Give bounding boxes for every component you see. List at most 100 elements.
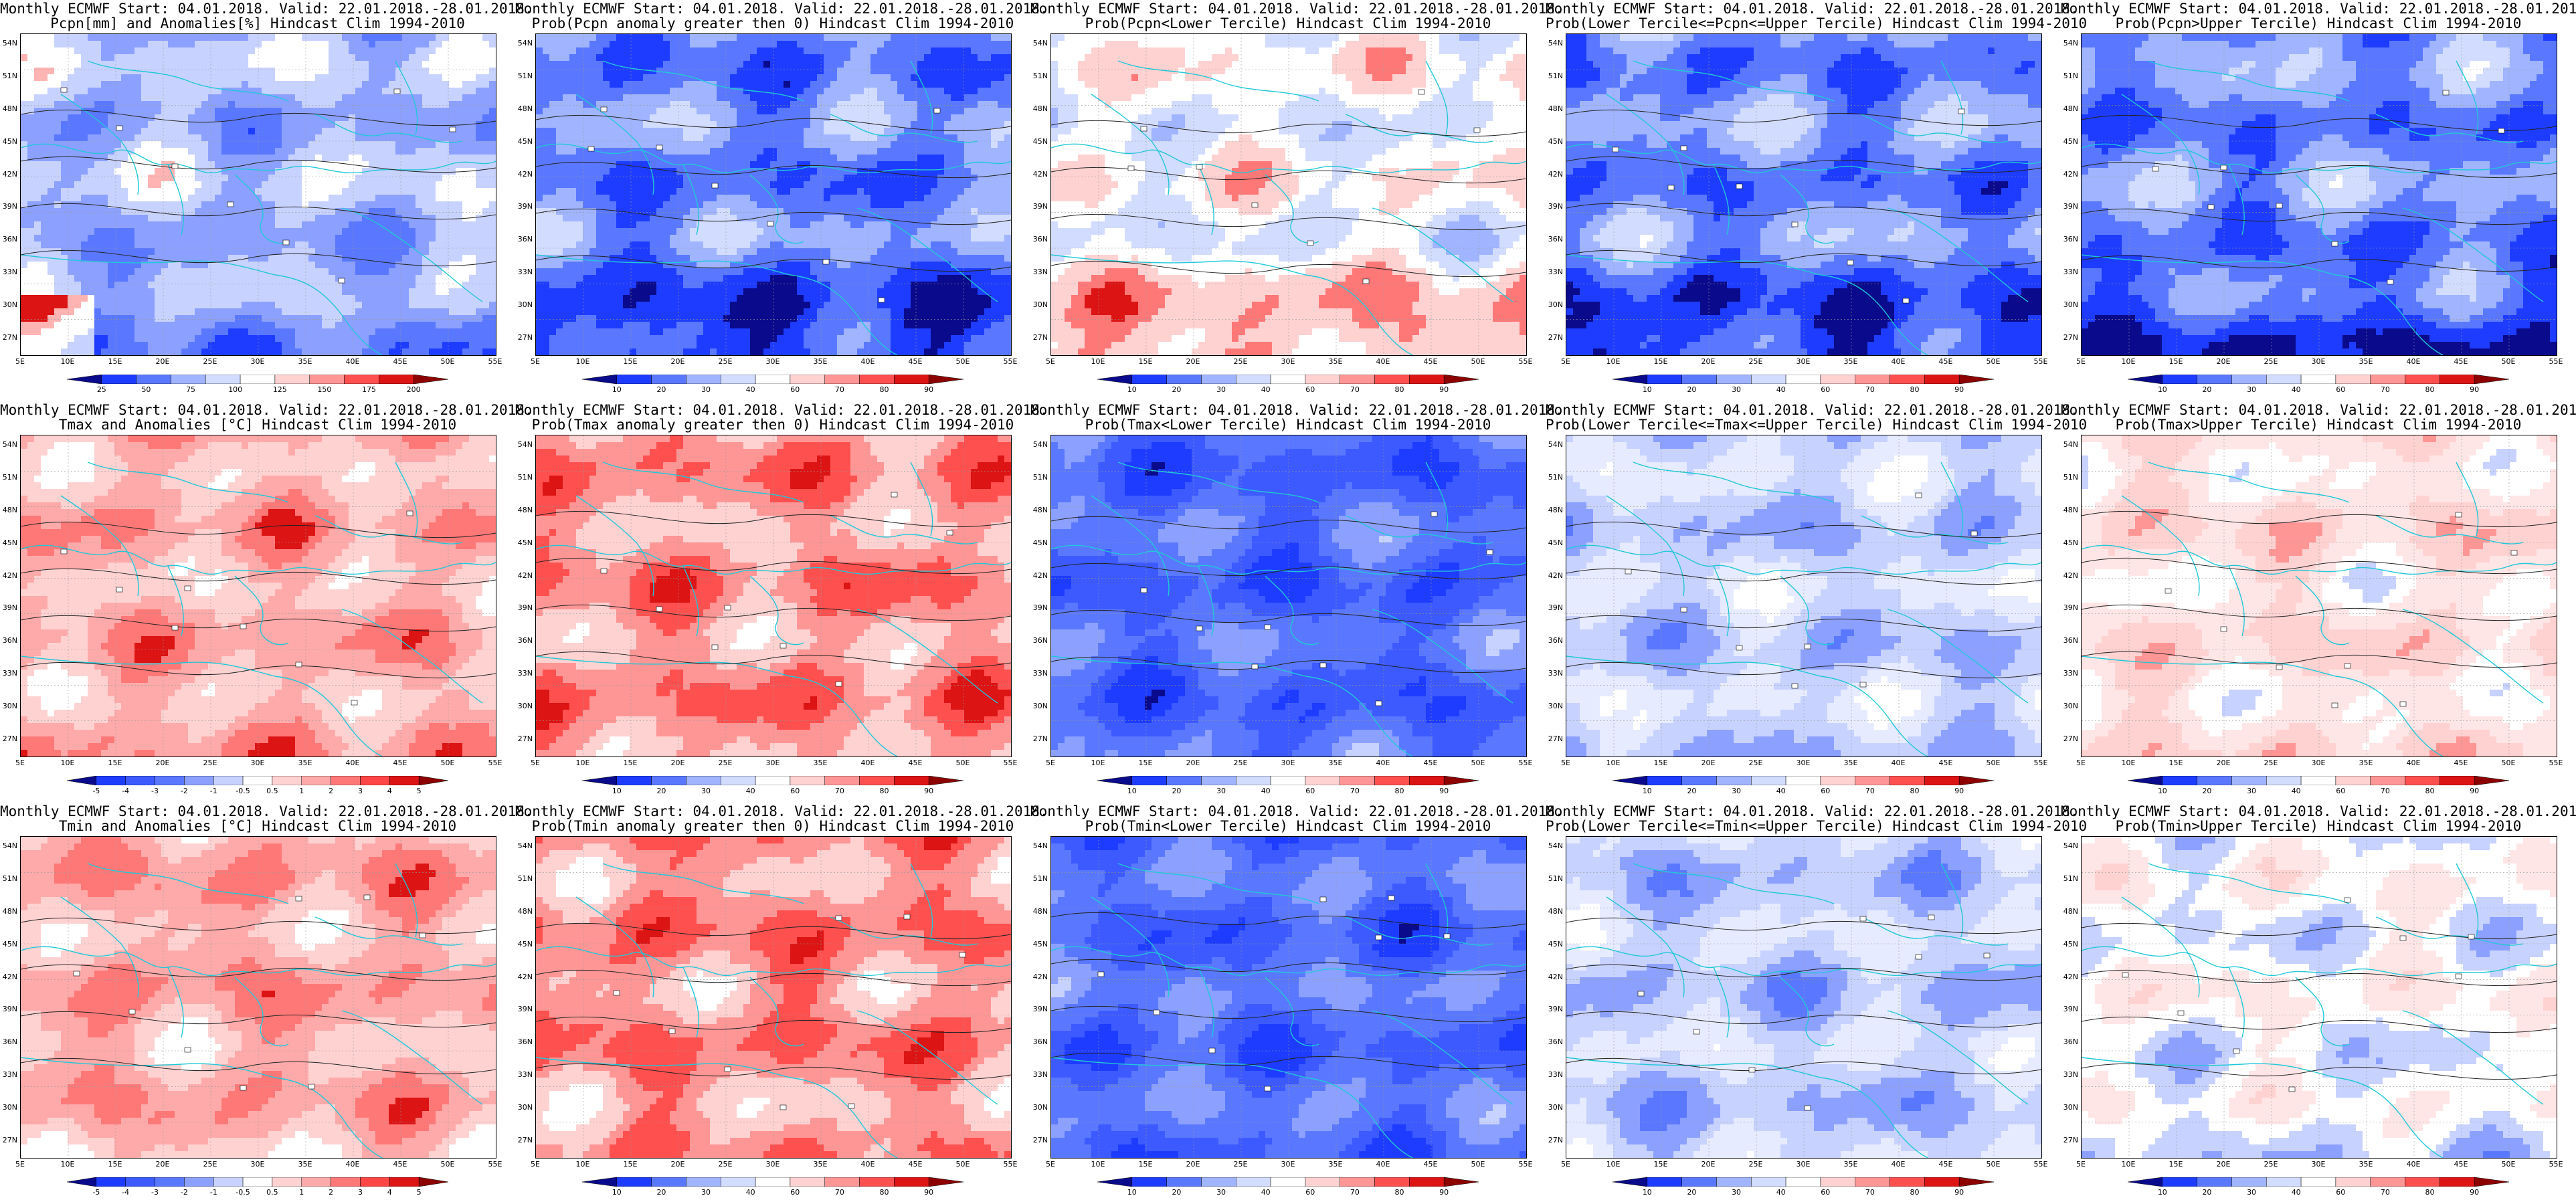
lat-tick-label: 33N: [1030, 1070, 1048, 1079]
forecast-panel: Monthly ECMWF Start: 04.01.2018. Valid: …: [1030, 803, 1564, 1204]
colorbar-tick-label: 80: [880, 787, 889, 795]
panel-title: Monthly ECMWF Start: 04.01.2018. Valid: …: [515, 1, 1048, 16]
colorbar-tick-label: 40: [1261, 385, 1271, 394]
lon-tick-label: 30E: [1281, 759, 1295, 767]
lon-tick-label: 20E: [671, 1160, 685, 1169]
lon-tick-label: 10E: [1091, 1160, 1105, 1169]
lon-tick-label: 30E: [251, 1160, 265, 1169]
lat-tick-label: 45N: [2061, 940, 2078, 948]
lon-tick-label: 10E: [576, 759, 590, 767]
lat-tick-label: 54N: [2061, 39, 2078, 47]
lat-tick-label: 45N: [1030, 137, 1048, 146]
forecast-panel: Monthly ECMWF Start: 04.01.2018. Valid: …: [2061, 0, 2576, 401]
lon-tick-label: 10E: [576, 357, 590, 366]
lat-tick-label: 42N: [1030, 170, 1048, 179]
colorbar-tick-label: 20: [1172, 1188, 1181, 1197]
colorbar-tick-label: 10: [2158, 787, 2167, 795]
forecast-panel: Monthly ECMWF Start: 04.01.2018. Valid: …: [1030, 401, 1564, 803]
lat-tick-label: 39N: [515, 1005, 533, 1013]
lat-tick-label: 42N: [1030, 973, 1048, 981]
lat-tick-label: 27N: [0, 1136, 17, 1144]
colorbar-tick-label: 60: [1821, 385, 1830, 394]
forecast-panel: Monthly ECMWF Start: 04.01.2018. Valid: …: [1030, 0, 1564, 401]
lat-tick-label: 54N: [1546, 841, 1563, 850]
panel-title: Monthly ECMWF Start: 04.01.2018. Valid: …: [1030, 403, 1564, 417]
lon-tick-label: 30E: [1797, 759, 1811, 767]
lon-tick-label: 50E: [956, 759, 970, 767]
colorbar-tick-label: 10: [1127, 787, 1137, 795]
colorbar-tick-label: 20: [1687, 385, 1696, 394]
lon-tick-label: 55E: [2549, 1160, 2563, 1169]
panel-subtitle: Tmax and Anomalies [°C] Hindcast Clim 19…: [0, 417, 515, 432]
colorbar-tick-label: -1: [210, 1188, 217, 1197]
panel-title: Monthly ECMWF Start: 04.01.2018. Valid: …: [0, 804, 533, 819]
forecast-map: [1566, 836, 2042, 1159]
lat-tick-label: 42N: [515, 170, 533, 179]
lon-tick-label: 55E: [1004, 759, 1018, 767]
lon-tick-label: 15E: [1139, 357, 1153, 366]
colorbar-tick-label: 20: [2202, 1188, 2211, 1197]
lat-tick-label: 27N: [2061, 1136, 2078, 1144]
lon-tick-label: 45E: [1424, 1160, 1438, 1169]
colorbar-tick-label: 90: [2470, 787, 2479, 795]
lat-tick-label: 51N: [1546, 473, 1563, 482]
colorbar-tick-label: 175: [362, 385, 376, 394]
lon-tick-label: 20E: [1701, 759, 1716, 767]
colorbar-tick-label: 30: [701, 385, 711, 394]
panel-title: Monthly ECMWF Start: 04.01.2018. Valid: …: [1546, 403, 2079, 417]
lat-tick-label: 30N: [515, 300, 533, 309]
colorbar-tick-label: 30: [1216, 787, 1226, 795]
colorbar-tick-label: 90: [924, 1188, 933, 1197]
lon-tick-label: 45E: [2454, 759, 2468, 767]
colorbar-tick-label: 80: [2425, 1188, 2435, 1197]
lon-tick-label: 30E: [766, 357, 780, 366]
lat-tick-label: 45N: [515, 940, 533, 948]
forecast-map: [1566, 33, 2042, 356]
lat-tick-label: 51N: [515, 473, 533, 482]
colorbar-tick-label: 75: [186, 385, 195, 394]
lat-tick-label: 30N: [1030, 1103, 1048, 1112]
lon-tick-label: 45E: [1424, 759, 1438, 767]
lat-tick-label: 27N: [2061, 333, 2078, 342]
lat-tick-label: 45N: [2061, 137, 2078, 146]
colorbar-tick-label: 2: [329, 1188, 333, 1197]
panel-title: Monthly ECMWF Start: 04.01.2018. Valid: …: [2061, 403, 2576, 417]
lon-tick-label: 5E: [15, 357, 25, 366]
colorbar: [582, 1177, 963, 1187]
lat-tick-label: 36N: [515, 235, 533, 243]
colorbar-tick-label: 70: [1865, 787, 1875, 795]
colorbar-tick-label: 40: [2292, 787, 2301, 795]
lon-tick-label: 30E: [251, 759, 265, 767]
colorbar-tick-label: 30: [1732, 385, 1741, 394]
colorbar-tick-label: 25: [97, 385, 106, 394]
colorbar-tick-label: 70: [1865, 385, 1875, 394]
colorbar-tick-label: 60: [2336, 385, 2345, 394]
lat-tick-label: 39N: [1030, 1005, 1048, 1013]
lon-tick-label: 50E: [956, 357, 970, 366]
colorbar-tick-label: 1: [299, 1188, 304, 1197]
lat-tick-label: 54N: [1030, 440, 1048, 449]
lon-tick-label: 5E: [1046, 357, 1055, 366]
lat-tick-label: 48N: [1030, 907, 1048, 916]
lat-tick-label: 33N: [1546, 669, 1563, 678]
forecast-panel: Monthly ECMWF Start: 04.01.2018. Valid: …: [515, 803, 1048, 1204]
lon-tick-label: 15E: [108, 1160, 122, 1169]
lon-tick-label: 25E: [719, 759, 733, 767]
lon-tick-label: 55E: [488, 759, 502, 767]
panel-subtitle: Prob(Tmax anomaly greater then 0) Hindca…: [515, 417, 1030, 432]
lat-tick-label: 51N: [2061, 874, 2078, 883]
panel-title: Monthly ECMWF Start: 04.01.2018. Valid: …: [1030, 1, 1564, 16]
colorbar-tick-label: 2: [329, 787, 333, 795]
lon-tick-label: 40E: [346, 759, 360, 767]
lat-tick-label: 42N: [0, 571, 17, 580]
colorbar-tick-label: 60: [790, 385, 800, 394]
lat-tick-label: 27N: [1546, 734, 1563, 743]
lon-tick-label: 35E: [2359, 1160, 2373, 1169]
lat-tick-label: 48N: [0, 506, 17, 514]
lon-tick-label: 20E: [2217, 759, 2231, 767]
lat-tick-label: 45N: [1030, 538, 1048, 547]
lat-tick-label: 54N: [515, 841, 533, 850]
colorbar-tick-label: -1: [210, 787, 217, 795]
colorbar-tick-label: 10: [2158, 1188, 2167, 1197]
panel-subtitle: Prob(Tmin<Lower Tercile) Hindcast Clim 1…: [1030, 819, 1546, 833]
